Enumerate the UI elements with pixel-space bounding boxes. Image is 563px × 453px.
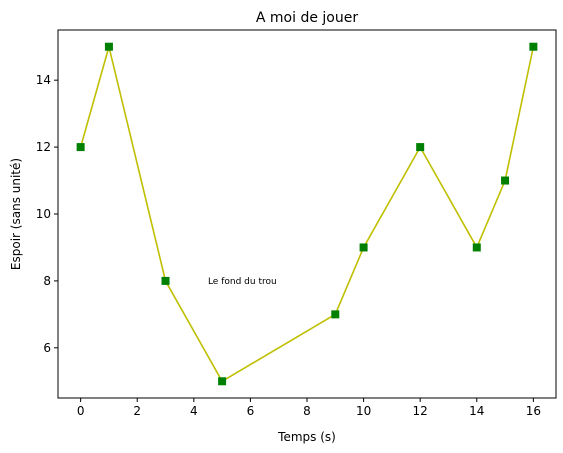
y-axis-title: Espoir (sans unité): [9, 158, 23, 270]
x-tick-label: 12: [413, 404, 428, 418]
x-tick-label: 2: [133, 404, 141, 418]
annotation-text: Le fond du trou: [208, 277, 277, 287]
x-tick-label: 0: [77, 404, 85, 418]
data-point-marker: [472, 243, 481, 252]
x-tick-label: 6: [247, 404, 255, 418]
data-point-marker: [76, 143, 85, 152]
series-line: [79, 43, 535, 383]
x-tick-label: 16: [526, 404, 541, 418]
x-tick-label: 10: [356, 404, 371, 418]
axes-frame: [57, 29, 557, 399]
data-point-marker: [104, 42, 113, 51]
x-tick-label: 8: [303, 404, 311, 418]
x-axis-title: Temps (s): [277, 430, 336, 444]
y-tick-label: 10: [36, 207, 51, 221]
y-tick-label: 8: [43, 274, 51, 288]
y-tick-label: 14: [36, 73, 51, 87]
y-tick-label: 6: [43, 341, 51, 355]
plot-area: 0 2 4 6 8 10 12 14 16 6 8 10 12 14 Le fond du trou: [36, 42, 541, 418]
data-point-marker: [161, 276, 170, 285]
data-point-marker: [331, 310, 340, 319]
data-point-marker: [529, 42, 538, 51]
data-point-marker: [501, 176, 510, 185]
x-tick-label: 4: [190, 404, 198, 418]
chart-title: A moi de jouer: [256, 10, 358, 26]
y-tick-label: 12: [36, 140, 51, 154]
data-point-marker: [218, 377, 227, 386]
data-point-marker: [359, 243, 368, 252]
x-tick-label: 14: [469, 404, 484, 418]
data-point-marker: [416, 143, 425, 152]
